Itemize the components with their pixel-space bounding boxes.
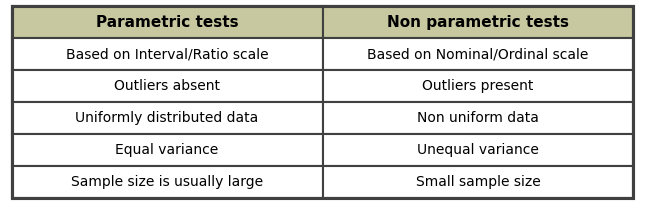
- Text: Non parametric tests: Non parametric tests: [387, 15, 569, 30]
- Bar: [12, 102, 322, 134]
- Text: Outliers present: Outliers present: [422, 79, 533, 93]
- Text: Based on Nominal/Ordinal scale: Based on Nominal/Ordinal scale: [367, 47, 589, 61]
- Bar: [12, 166, 322, 198]
- Bar: [322, 102, 633, 134]
- Text: Based on Interval/Ratio scale: Based on Interval/Ratio scale: [66, 47, 268, 61]
- Bar: [12, 6, 322, 38]
- Text: Equal variance: Equal variance: [115, 143, 219, 157]
- Bar: [322, 6, 633, 38]
- Bar: [322, 166, 633, 198]
- Bar: [12, 38, 322, 70]
- Bar: [12, 70, 322, 102]
- Text: Unequal variance: Unequal variance: [417, 143, 539, 157]
- Text: Non uniform data: Non uniform data: [417, 111, 539, 125]
- Bar: [322, 134, 633, 166]
- Text: Parametric tests: Parametric tests: [95, 15, 239, 30]
- Text: Small sample size: Small sample size: [415, 175, 541, 189]
- Text: Uniformly distributed data: Uniformly distributed data: [75, 111, 259, 125]
- Text: Sample size is usually large: Sample size is usually large: [71, 175, 263, 189]
- Bar: [12, 134, 322, 166]
- Text: Outliers absent: Outliers absent: [114, 79, 220, 93]
- Bar: [322, 38, 633, 70]
- Bar: [322, 70, 633, 102]
